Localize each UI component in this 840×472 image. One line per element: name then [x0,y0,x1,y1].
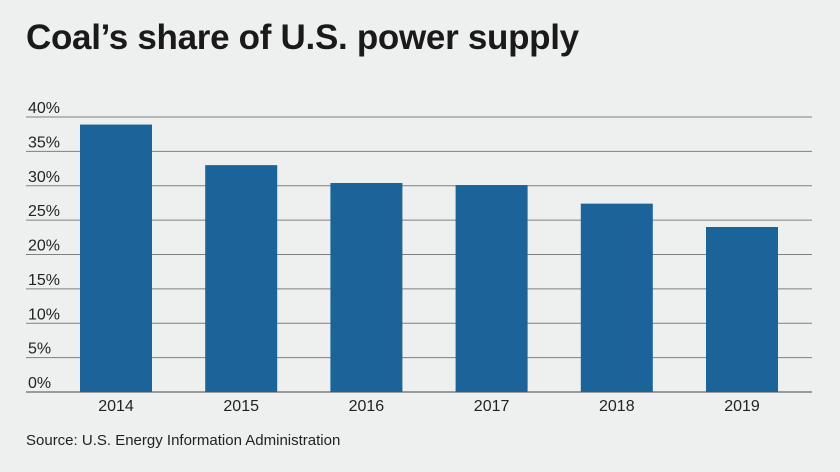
gridlines [26,116,812,393]
bar-2019 [706,227,778,392]
bars [80,124,778,392]
bar-2016 [330,183,403,392]
x-tick-label: 2017 [474,398,510,415]
x-tick-label: 2015 [223,398,259,415]
source-note: Source: U.S. Energy Information Administ… [26,432,341,449]
y-axis-tick-labels: 0% 5% 10% 15% 20% 25% 30% 35% 40% [28,100,60,392]
x-axis-tick-labels: 2014 2015 2016 2017 2018 2019 [98,398,760,415]
y-tick-label: 0% [28,375,51,392]
x-tick-label: 2014 [98,398,134,415]
x-tick-label: 2019 [724,398,760,415]
bar-2017 [455,185,528,392]
x-tick-label: 2018 [599,398,635,415]
y-tick-label: 10% [28,306,60,323]
chart-title: Coal’s share of U.S. power supply [26,18,579,57]
y-tick-label: 30% [28,169,60,186]
y-tick-label: 40% [28,100,60,117]
bar-2018 [580,203,653,392]
y-tick-label: 20% [28,238,60,255]
y-tick-label: 5% [28,341,51,358]
bar-2014 [80,124,152,392]
y-tick-label: 35% [28,134,60,151]
bar-2015 [205,165,278,392]
x-tick-label: 2016 [349,398,385,415]
y-tick-label: 15% [28,272,60,289]
y-tick-label: 25% [28,203,60,220]
